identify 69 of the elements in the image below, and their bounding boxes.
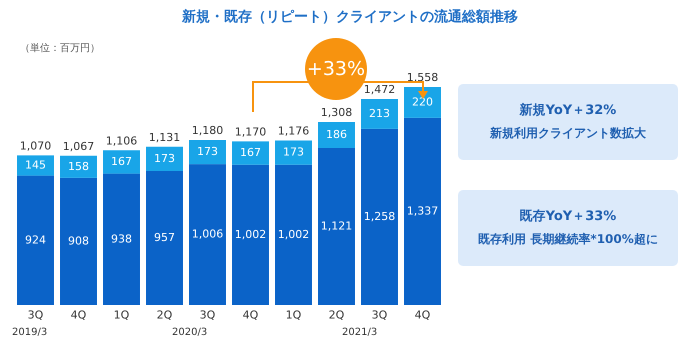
bar (361, 99, 398, 129)
text: 2021/3 (342, 327, 378, 338)
bar (275, 140, 312, 165)
total-label: 1,131 (148, 130, 180, 144)
text: 新規利用クライアント数拡大 (489, 125, 647, 142)
data-label: 220 (412, 95, 433, 108)
bar (146, 171, 183, 305)
data-label: 924 (25, 233, 46, 246)
bar (318, 148, 355, 305)
bar (318, 122, 355, 148)
total-label: 1,170 (234, 125, 266, 138)
bar (404, 87, 441, 118)
total-label: 1,067 (62, 140, 94, 153)
data-label: 1,337 (406, 204, 438, 218)
bar (361, 128, 398, 305)
total-label: 1,558 (406, 71, 438, 84)
bar (275, 164, 312, 305)
data-label: 167 (240, 146, 261, 160)
x-tick-label: 2Q (328, 308, 345, 322)
data-label: 213 (369, 106, 390, 120)
data-label: 1,121 (320, 220, 352, 233)
bar (189, 164, 226, 305)
total-label: 1,106 (106, 134, 138, 148)
bar (146, 146, 183, 172)
bar (189, 140, 226, 164)
data-label: 1,002 (234, 228, 266, 241)
total-label: 1,472 (364, 83, 396, 96)
data-label: 145 (25, 158, 46, 172)
data-label: 1,006 (192, 228, 224, 241)
x-tick-label: 4Q (242, 308, 259, 322)
data-label: 158 (68, 160, 89, 173)
text: +33% (306, 58, 366, 80)
x-tick-label: 4Q (70, 308, 87, 322)
data-label: 1,258 (364, 210, 396, 223)
bar (103, 150, 140, 174)
bar (232, 141, 269, 165)
text: 既存利用 長期継続率*100%超に (477, 231, 659, 248)
data-label: 1,002 (278, 228, 310, 241)
total-label: 1,176 (278, 124, 310, 138)
x-tick-label: 3Q (200, 308, 216, 322)
x-tick-label: 4Q (414, 308, 431, 322)
data-label: 938 (111, 232, 132, 246)
data-label: 173 (197, 145, 218, 158)
bar (17, 176, 54, 305)
text: 新規YoY＋32% (518, 102, 618, 120)
text: 2019/3 (12, 327, 48, 338)
total-label: 1,180 (192, 124, 224, 137)
data-label: 173 (154, 152, 175, 165)
chart-title: 新規・既存（リピート）クライアントの流通総額推移 (181, 8, 519, 26)
bar (60, 178, 97, 305)
data-label: 908 (68, 234, 89, 248)
x-tick-label: 3Q (28, 308, 44, 322)
data-label: 173 (283, 146, 304, 159)
bar (60, 156, 97, 178)
data-label: 167 (111, 154, 132, 168)
x-tick-label: 1Q (114, 308, 130, 322)
total-label: 1,308 (320, 106, 352, 120)
text: （単位：百万円） (20, 42, 100, 55)
bar (232, 164, 269, 305)
total-label: 1,070 (20, 139, 52, 152)
x-tick-label: 3Q (372, 308, 388, 322)
data-label: 186 (326, 128, 347, 142)
bar (103, 174, 140, 305)
text: 既存YoY＋33% (518, 208, 618, 226)
x-tick-label: 1Q (286, 308, 302, 322)
data-label: 957 (154, 231, 175, 244)
text: 2020/3 (172, 327, 208, 338)
x-tick-label: 2Q (156, 308, 173, 322)
bar (404, 118, 441, 305)
